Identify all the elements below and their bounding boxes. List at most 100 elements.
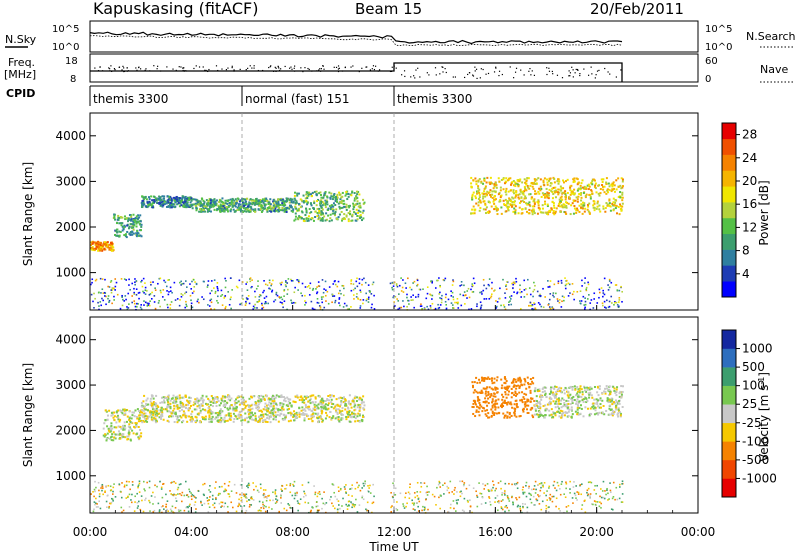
data-point (174, 299, 177, 301)
data-point (564, 405, 567, 408)
data-point (350, 282, 352, 285)
data-point (245, 300, 247, 303)
data-point (254, 290, 256, 293)
data-point (502, 278, 504, 281)
data-point (93, 249, 96, 252)
data-point (178, 419, 181, 422)
data-point (306, 407, 309, 410)
data-point (113, 299, 115, 301)
data-point (182, 196, 185, 199)
data-point (508, 402, 511, 405)
data-point (297, 216, 300, 219)
data-point (321, 204, 324, 207)
data-point (592, 405, 595, 408)
data-point (340, 400, 343, 403)
data-point (478, 178, 481, 181)
data-point (291, 210, 294, 213)
data-point (454, 301, 456, 304)
data-point (164, 281, 167, 284)
data-point (523, 279, 526, 282)
nave-dot (439, 73, 441, 75)
data-point (552, 193, 555, 196)
data-point (314, 396, 317, 399)
data-point (282, 418, 285, 421)
data-point (466, 297, 468, 299)
data-point (155, 412, 158, 415)
data-point (264, 199, 267, 202)
data-point (470, 308, 473, 310)
data-point (170, 203, 173, 206)
data-point (576, 207, 579, 210)
data-point (116, 218, 119, 221)
data-point (152, 413, 155, 416)
nave-dot (469, 72, 471, 74)
data-point (153, 199, 156, 202)
data-point (259, 199, 262, 202)
data-point (176, 416, 179, 419)
data-point (560, 399, 563, 402)
data-point (576, 386, 579, 389)
data-point (598, 204, 601, 207)
data-point (477, 197, 480, 200)
data-point (524, 402, 527, 405)
data-point (226, 419, 229, 422)
data-point (134, 305, 137, 308)
data-point (154, 418, 157, 421)
data-point (195, 416, 198, 419)
data-point (533, 182, 536, 185)
data-point (90, 248, 93, 251)
data-point (135, 220, 138, 223)
data-point (506, 202, 509, 205)
data-point (159, 409, 162, 412)
data-point (442, 279, 445, 281)
data-point (293, 197, 296, 200)
data-point (201, 416, 204, 419)
data-point (244, 304, 247, 306)
data-point (494, 402, 497, 405)
data-point (131, 223, 134, 226)
data-point (580, 407, 583, 410)
data-point (509, 199, 512, 202)
data-point (201, 404, 204, 407)
data-point (289, 402, 292, 405)
data-point (185, 303, 188, 306)
data-point (329, 217, 332, 220)
data-point (302, 411, 305, 414)
data-point (131, 282, 134, 285)
data-point (540, 305, 543, 308)
data-point (606, 188, 609, 191)
data-point (356, 406, 359, 409)
data-point (484, 203, 487, 206)
nave-dot (583, 68, 585, 70)
data-point (438, 293, 441, 295)
data-point (111, 245, 114, 248)
data-point (545, 212, 548, 215)
data-point (303, 408, 306, 411)
data-point (618, 297, 621, 299)
data-point (274, 205, 277, 208)
data-point (513, 412, 516, 415)
nave-dot (101, 70, 104, 72)
data-point (487, 416, 490, 419)
data-point (358, 398, 361, 401)
data-point (505, 210, 508, 213)
data-point (533, 210, 536, 213)
nave-dot (108, 67, 110, 69)
data-point (154, 402, 157, 405)
nave-dot (231, 65, 233, 67)
data-point (567, 282, 570, 285)
data-point (503, 416, 506, 419)
data-point (186, 196, 189, 199)
nave-dot (569, 72, 572, 74)
data-point (271, 394, 274, 397)
data-point (95, 278, 98, 281)
data-point (317, 407, 320, 410)
data-point (319, 402, 322, 405)
data-point (172, 203, 175, 206)
data-point (197, 401, 200, 404)
data-point (416, 279, 419, 282)
data-point (621, 196, 624, 199)
data-point (355, 208, 358, 211)
data-point (484, 377, 487, 380)
data-point (602, 304, 604, 307)
